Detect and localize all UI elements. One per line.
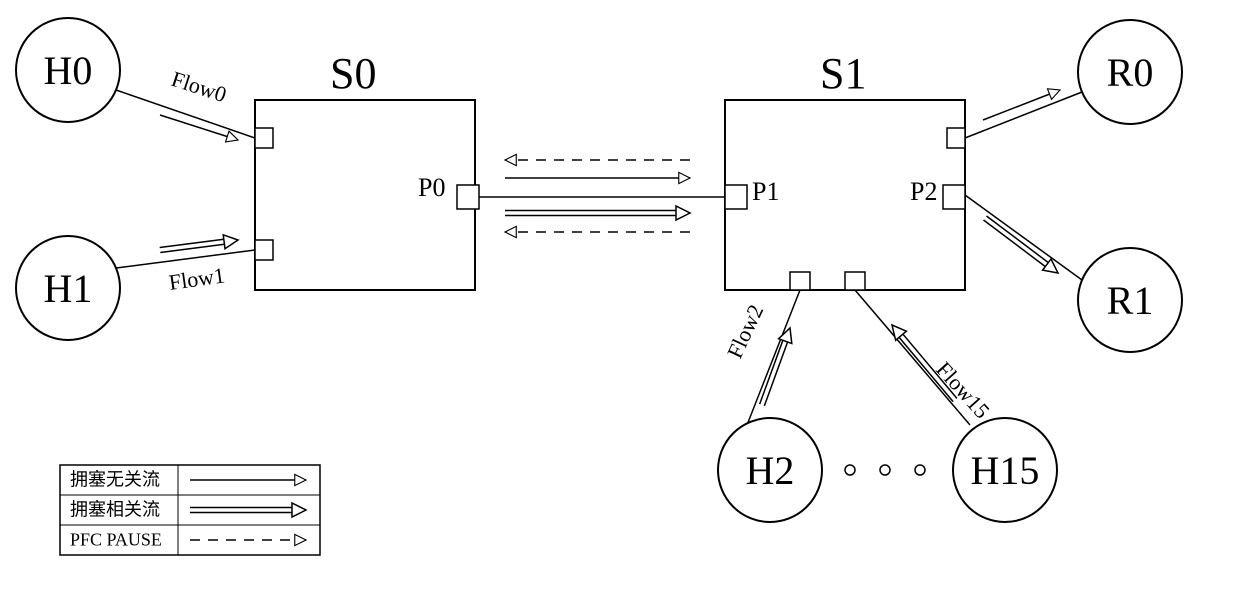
port-P2 bbox=[943, 185, 965, 209]
flow-label: Flow2 bbox=[722, 301, 768, 363]
link-line bbox=[855, 290, 970, 425]
link-line bbox=[965, 195, 1082, 280]
svg-text:H0: H0 bbox=[44, 48, 93, 93]
svg-text:P2: P2 bbox=[910, 177, 937, 206]
arrow-double bbox=[505, 206, 690, 220]
link-line bbox=[965, 92, 1082, 138]
port-unnamed bbox=[845, 272, 865, 290]
svg-text:H1: H1 bbox=[44, 266, 93, 311]
svg-text:PFC PAUSE: PFC PAUSE bbox=[70, 529, 162, 549]
svg-text:P1: P1 bbox=[752, 177, 779, 206]
svg-text:P0: P0 bbox=[418, 173, 445, 202]
flow-label: Flow0 bbox=[168, 66, 229, 107]
arrow-double bbox=[190, 503, 306, 517]
svg-text:R1: R1 bbox=[1107, 278, 1154, 323]
ellipsis-dot bbox=[915, 465, 925, 475]
svg-text:Flow2: Flow2 bbox=[722, 301, 768, 363]
link-line bbox=[116, 90, 255, 138]
svg-text:H2: H2 bbox=[746, 448, 795, 493]
ellipsis-dot bbox=[845, 465, 855, 475]
port-P1 bbox=[725, 185, 747, 209]
port-P0 bbox=[457, 185, 479, 209]
ellipsis-dot bbox=[880, 465, 890, 475]
legend: 拥塞无关流拥塞相关流 PFC PAUSE bbox=[60, 465, 320, 555]
port-unnamed bbox=[255, 240, 273, 260]
port-unnamed bbox=[790, 272, 810, 290]
port-unnamed bbox=[947, 128, 965, 148]
svg-text:Flow0: Flow0 bbox=[168, 66, 229, 107]
arrow-double bbox=[760, 328, 792, 406]
port-unnamed bbox=[255, 128, 273, 148]
link-line bbox=[116, 250, 255, 268]
svg-text:拥塞相关流: 拥塞相关流 bbox=[70, 499, 160, 519]
flow-label: Flow1 bbox=[167, 262, 226, 295]
svg-text:R0: R0 bbox=[1107, 50, 1154, 95]
svg-text:拥塞无关流: 拥塞无关流 bbox=[70, 469, 160, 489]
svg-text:Flow1: Flow1 bbox=[167, 262, 226, 295]
svg-text:S1: S1 bbox=[820, 49, 866, 98]
arrow-double bbox=[983, 216, 1058, 273]
svg-text:S0: S0 bbox=[330, 49, 376, 98]
svg-text:H15: H15 bbox=[971, 448, 1040, 493]
arrow-double bbox=[160, 235, 238, 253]
